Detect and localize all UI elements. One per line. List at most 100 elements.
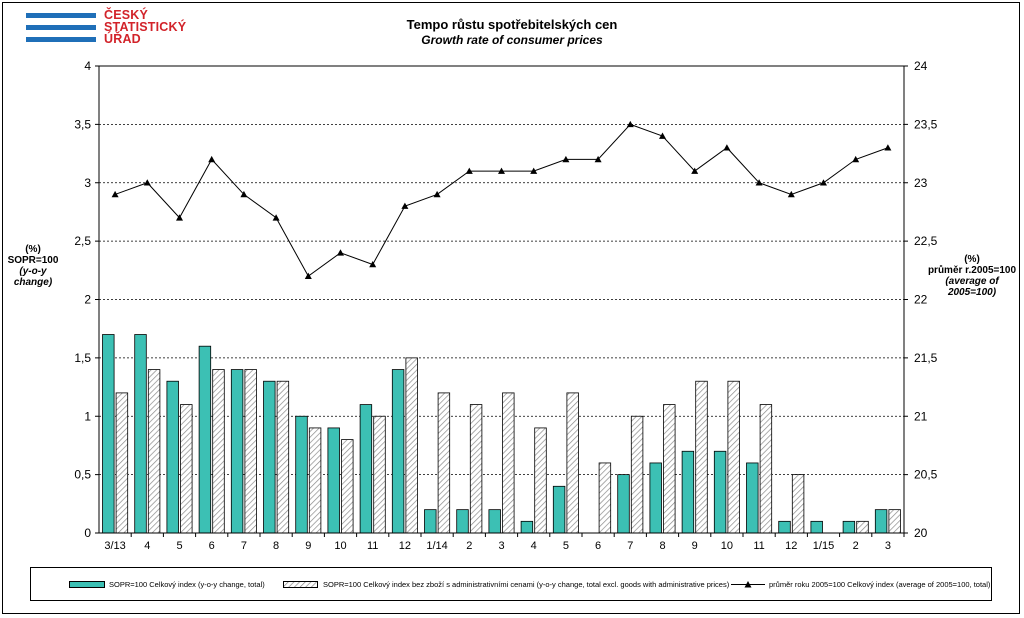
bar-excl-admin: [727, 380, 740, 534]
line-marker: [530, 167, 538, 174]
right-tick-label: 22,5: [914, 234, 938, 248]
line-marker: [659, 132, 666, 139]
line-marker: [208, 155, 216, 163]
bar-total: [230, 369, 244, 534]
logo-line-2: STATISTICKÝ: [104, 20, 187, 34]
x-tick-label: 7: [241, 540, 247, 552]
left-tick-label: 2: [84, 293, 91, 307]
bar-total: [488, 509, 501, 534]
bar-total: [295, 415, 308, 534]
logo-bar: [26, 25, 96, 30]
x-tick-label: 1/15: [813, 540, 834, 552]
bar-total: [874, 509, 888, 534]
line-marker: [304, 272, 312, 279]
line-marker: [143, 179, 151, 186]
bar-total: [520, 520, 534, 534]
bar-total: [198, 345, 212, 534]
x-tick-label: 5: [563, 540, 569, 552]
bar-total: [617, 474, 630, 534]
right-tick-label: 20,5: [914, 468, 938, 482]
x-tick-label: 8: [273, 540, 279, 552]
bar-excl-admin: [695, 380, 708, 534]
bar-excl-admin: [244, 369, 257, 534]
line-marker: [787, 190, 795, 198]
bar-excl-admin: [469, 404, 483, 534]
logo-bar: [26, 13, 96, 18]
bar-excl-admin: [598, 462, 612, 534]
bar-total: [746, 462, 759, 534]
left-axis-label-line: (y-o-y change): [13, 266, 53, 288]
logo-bar: [26, 37, 96, 42]
bar-excl-admin: [630, 415, 644, 534]
left-axis-label-line: (%): [25, 244, 41, 255]
bar-total: [391, 369, 405, 534]
bar-excl-admin: [502, 392, 515, 534]
bar-excl-admin: [566, 392, 579, 534]
bar-total: [649, 462, 662, 534]
line-marker: [401, 202, 409, 209]
x-tick-label: 6: [209, 540, 215, 552]
left-tick-label: 1,5: [74, 351, 91, 365]
line-marker: [111, 190, 119, 198]
bar-excl-admin: [437, 392, 451, 534]
line-marker: [884, 144, 892, 151]
bar-excl-admin: [663, 404, 676, 534]
x-tick-label: 4: [531, 540, 537, 552]
legend-label: průměr roku 2005=100 Celkový index (aver…: [769, 580, 991, 589]
bar-excl-admin: [791, 474, 805, 534]
right-tick-label: 20: [914, 526, 928, 540]
right-tick-label: 23: [914, 176, 928, 190]
line-marker: [369, 260, 377, 268]
right-tick-label: 23,5: [914, 117, 938, 131]
x-tick-label: 3: [498, 540, 504, 552]
line-marker: [498, 167, 505, 174]
x-tick-label: 8: [659, 540, 665, 552]
x-tick-label: 10: [721, 540, 733, 552]
x-tick-label: 4: [144, 540, 150, 552]
x-tick-label: 5: [176, 540, 182, 552]
chart-subtitle: Growth rate of consumer prices: [421, 33, 603, 47]
bar-excl-admin: [373, 415, 386, 534]
left-tick-label: 0,5: [74, 468, 91, 482]
x-tick-label: 2: [853, 540, 859, 552]
line-series: [114, 123, 889, 277]
left-axis-label-line: SOPR=100: [7, 255, 59, 266]
bar-total: [681, 450, 695, 534]
line-marker: [337, 249, 344, 256]
bar-total: [102, 334, 115, 534]
line-marker: [691, 167, 699, 174]
line-marker: [755, 179, 763, 186]
bar-excl-admin: [147, 369, 161, 534]
left-tick-label: 4: [84, 59, 91, 73]
bar-total: [134, 334, 147, 534]
legend-item-line: průměr roku 2005=100 Celkový index (aver…: [731, 580, 990, 589]
legend-label: SOPR=100 Celkový index bez zboží s admin…: [323, 580, 730, 589]
bar-excl-admin: [308, 427, 322, 534]
x-tick-label: 11: [753, 540, 764, 552]
line-marker: [723, 144, 731, 151]
left-tick-label: 3: [84, 176, 91, 190]
x-tick-label: 3/13: [104, 540, 125, 552]
logo-line-1: ČESKÝ: [104, 8, 149, 22]
x-tick-label: 6: [595, 540, 601, 552]
x-tick-label: 7: [627, 540, 633, 552]
x-tick-label: 10: [334, 540, 346, 552]
legend-item-excl-admin: SOPR=100 Celkový index bez zboží s admin…: [283, 580, 729, 589]
bar-excl-admin: [180, 404, 193, 534]
bar-excl-admin: [115, 392, 129, 534]
line-marker: [594, 155, 602, 163]
left-tick-label: 3,5: [74, 117, 91, 131]
x-tick-label: 9: [305, 540, 311, 552]
left-tick-label: 2,5: [74, 234, 91, 248]
bar-excl-admin: [276, 380, 290, 534]
logo-line-3: ÚŘAD: [104, 32, 141, 46]
left-tick-label: 0: [84, 526, 91, 540]
x-tick-label: 9: [692, 540, 698, 552]
x-tick-label: 1/14: [426, 540, 447, 552]
bar-total: [359, 404, 373, 534]
bar-excl-admin: [341, 439, 354, 534]
legend-item-total: SOPR=100 Celkový index (y-o-y change, to…: [69, 580, 265, 589]
bar-total: [713, 450, 727, 534]
left-axis-label: (%) SOPR=100 (y-o-y change): [2, 244, 64, 288]
